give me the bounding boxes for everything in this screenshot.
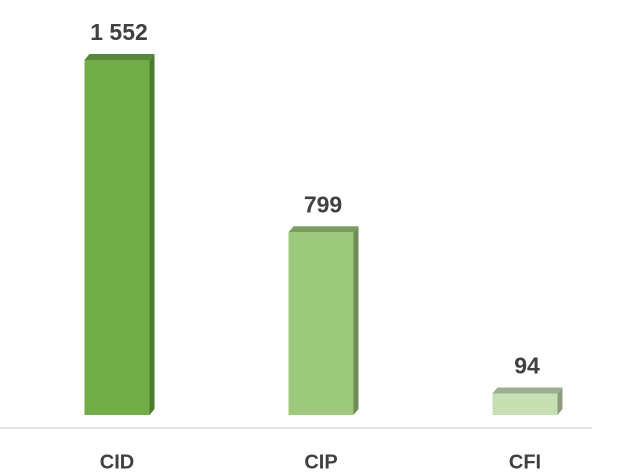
bar [492, 393, 558, 415]
bar-side [353, 226, 359, 415]
x-tick-label: CID [100, 451, 134, 473]
bar-side [149, 54, 155, 415]
value-label: 94 [514, 353, 540, 379]
value-label: 799 [304, 191, 342, 217]
bar-side [557, 387, 563, 415]
bar-top [288, 226, 359, 233]
x-tick-label: CFI [509, 451, 541, 473]
bar-top [492, 387, 563, 394]
bar-top [84, 54, 155, 60]
x-tick-label: CIP [304, 451, 337, 473]
bar [84, 60, 150, 415]
bar [288, 232, 354, 415]
value-label: 1 552 [90, 19, 148, 45]
